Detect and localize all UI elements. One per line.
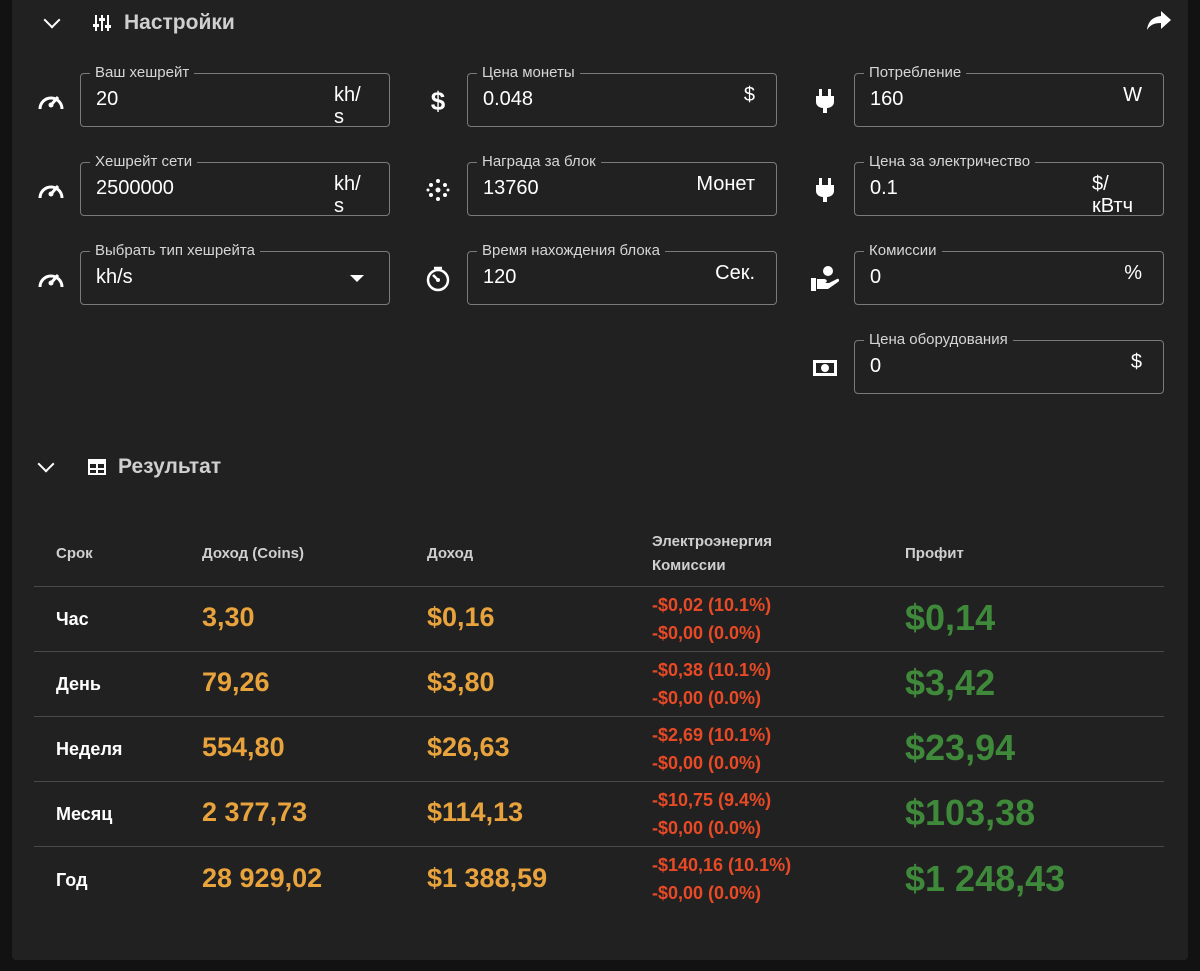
row-commission: -$0,00 (0.0%) — [652, 753, 762, 773]
row-electricity: -$10,75 (9.4%) — [652, 790, 772, 810]
block-reward-unit: Монет — [696, 173, 755, 195]
consumption-field[interactable]: Потребление 160 W — [854, 64, 1164, 127]
network-hashrate-field[interactable]: Хешрейт сети 2500000 kh/s — [80, 153, 390, 217]
electricity-price-field[interactable]: Цена за электричество 0.1 $/кВтч — [854, 153, 1164, 217]
header-income: Доход — [427, 545, 474, 562]
header-commissions: Комиссии — [652, 557, 726, 574]
block-time-unit: Сек. — [715, 262, 755, 284]
header-profit: Профит — [905, 545, 964, 562]
row-income: $114,13 — [427, 797, 524, 827]
row-commission: -$0,00 (0.0%) — [652, 818, 762, 838]
row-income: $1 388,59 — [427, 863, 548, 893]
row-divider — [34, 586, 1164, 587]
row-profit: $0,14 — [905, 597, 996, 638]
speedometer-icon — [36, 86, 66, 116]
row-divider — [34, 651, 1164, 652]
results-title: Результат — [118, 455, 222, 478]
block-time-input[interactable]: 120 — [483, 266, 517, 288]
speedometer-icon — [36, 264, 66, 294]
coin-price-unit: $ — [743, 84, 755, 106]
your-hashrate-input[interactable]: 20 — [96, 88, 119, 110]
consumption-unit: W — [1123, 84, 1142, 106]
hand-coin-icon — [810, 264, 840, 294]
commissions-field[interactable]: Комиссии 0 % — [854, 242, 1164, 305]
row-commission: -$0,00 (0.0%) — [652, 883, 762, 903]
plug-icon — [810, 175, 840, 205]
block-reward-field[interactable]: Награда за блок 13760 Монет — [467, 153, 777, 216]
commissions-unit: % — [1124, 262, 1142, 284]
coin-price-field[interactable]: Цена монеты 0.048 $ — [467, 64, 777, 127]
chevron-down-icon[interactable] — [43, 11, 61, 29]
dollar-icon: $ — [430, 85, 446, 116]
speedometer-icon — [36, 175, 66, 205]
block-reward-input[interactable]: 13760 — [483, 177, 539, 199]
row-term: Месяц — [56, 804, 113, 824]
row-electricity: -$0,38 (10.1%) — [652, 660, 772, 680]
row-coins: 2 377,73 — [202, 797, 308, 827]
electricity-price-unit: $/кВтч — [1092, 173, 1134, 217]
row-coins: 554,80 — [202, 732, 285, 762]
header-income-coins: Доход (Coins) — [202, 545, 304, 562]
electricity-price-input[interactable]: 0.1 — [870, 177, 898, 199]
row-profit: $23,94 — [905, 727, 1016, 768]
network-hashrate-input[interactable]: 2500000 — [96, 177, 174, 199]
row-income: $3,80 — [427, 667, 495, 697]
row-income: $26,63 — [427, 732, 510, 762]
cash-icon — [810, 353, 840, 383]
row-coins: 3,30 — [202, 602, 255, 632]
row-divider — [34, 846, 1164, 847]
dropdown-arrow-icon[interactable] — [350, 275, 364, 282]
row-profit: $1 248,43 — [905, 858, 1066, 899]
row-divider — [34, 781, 1164, 782]
table-icon — [88, 459, 106, 475]
settings-header[interactable]: Настройки — [42, 8, 1172, 38]
row-income: $0,16 — [427, 602, 495, 632]
header-electricity: Электроэнергия — [652, 533, 773, 550]
row-commission: -$0,00 (0.0%) — [652, 623, 762, 643]
equipment-price-input[interactable]: 0 — [870, 355, 882, 377]
equipment-price-unit: $ — [1130, 351, 1142, 373]
equipment-price-field[interactable]: Цена оборудования 0 $ — [854, 331, 1164, 394]
commissions-input[interactable]: 0 — [870, 266, 882, 288]
results-header[interactable]: Результат — [37, 452, 222, 482]
row-coins: 28 929,02 — [202, 863, 323, 893]
hashrate-type-select[interactable]: Выбрать тип хешрейта kh/s — [80, 242, 390, 305]
row-term: Год — [56, 870, 88, 890]
row-divider — [34, 716, 1164, 717]
network-hashrate-unit: kh/s — [334, 173, 361, 217]
row-profit: $3,42 — [905, 662, 996, 703]
calculator-panel: Настройки Ваш хешрейт 20 kh/s $ Цена мон… — [12, 0, 1188, 960]
hashrate-unit: kh/s — [334, 84, 361, 128]
row-coins: 79,26 — [202, 667, 270, 697]
settings-title: Настройки — [124, 11, 235, 34]
sliders-icon — [92, 13, 112, 33]
row-term: Неделя — [56, 739, 123, 759]
coin-price-input[interactable]: 0.048 — [483, 88, 534, 110]
dots-icon — [423, 175, 453, 205]
row-commission: -$0,00 (0.0%) — [652, 688, 762, 708]
plug-icon — [810, 86, 840, 116]
hashrate-type-value[interactable]: kh/s — [96, 266, 133, 288]
chevron-down-icon[interactable] — [37, 455, 55, 473]
row-term: День — [56, 674, 101, 694]
row-term: Час — [56, 609, 89, 629]
row-electricity: -$0,02 (10.1%) — [652, 595, 772, 615]
your-hashrate-field[interactable]: Ваш хешрейт 20 kh/s — [80, 64, 390, 128]
timer-icon — [423, 264, 453, 294]
block-time-field[interactable]: Время нахождения блока 120 Сек. — [467, 242, 777, 305]
row-electricity: -$2,69 (10.1%) — [652, 725, 772, 745]
row-electricity: -$140,16 (10.1%) — [652, 855, 792, 875]
share-icon[interactable] — [1146, 10, 1172, 37]
consumption-input[interactable]: 160 — [870, 88, 904, 110]
header-term: Срок — [56, 545, 93, 562]
row-profit: $103,38 — [905, 792, 1036, 833]
